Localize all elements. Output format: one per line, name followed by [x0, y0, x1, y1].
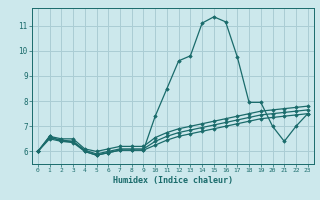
X-axis label: Humidex (Indice chaleur): Humidex (Indice chaleur) — [113, 176, 233, 185]
